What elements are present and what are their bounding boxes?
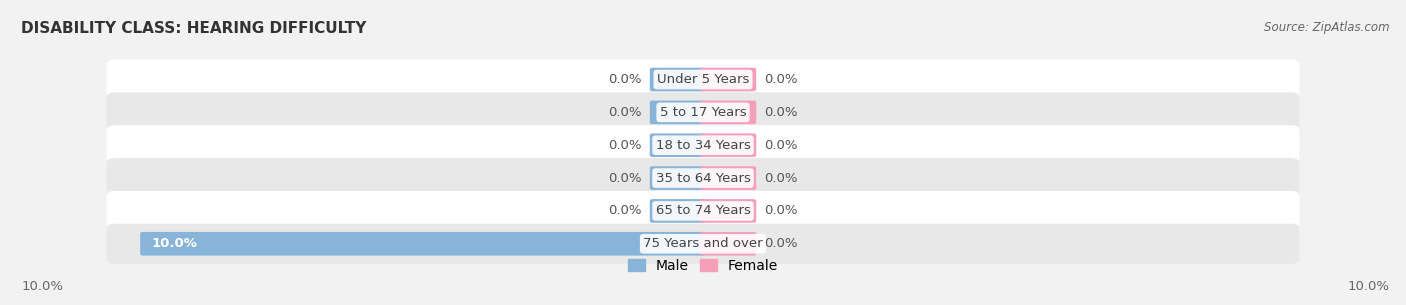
- FancyBboxPatch shape: [107, 92, 1299, 132]
- FancyBboxPatch shape: [650, 199, 706, 223]
- FancyBboxPatch shape: [141, 232, 706, 256]
- Text: 0.0%: 0.0%: [607, 172, 641, 185]
- Text: 18 to 34 Years: 18 to 34 Years: [655, 139, 751, 152]
- Text: 10.0%: 10.0%: [1347, 280, 1389, 293]
- FancyBboxPatch shape: [650, 68, 706, 92]
- Text: 0.0%: 0.0%: [607, 204, 641, 217]
- Text: 0.0%: 0.0%: [765, 204, 799, 217]
- FancyBboxPatch shape: [700, 199, 756, 223]
- Legend: Male, Female: Male, Female: [623, 253, 783, 278]
- Text: 0.0%: 0.0%: [765, 237, 799, 250]
- FancyBboxPatch shape: [700, 133, 756, 157]
- Text: 35 to 64 Years: 35 to 64 Years: [655, 172, 751, 185]
- Text: 0.0%: 0.0%: [765, 106, 799, 119]
- Text: Source: ZipAtlas.com: Source: ZipAtlas.com: [1264, 21, 1389, 34]
- FancyBboxPatch shape: [650, 101, 706, 124]
- FancyBboxPatch shape: [700, 166, 756, 190]
- FancyBboxPatch shape: [107, 158, 1299, 198]
- FancyBboxPatch shape: [700, 101, 756, 124]
- FancyBboxPatch shape: [650, 166, 706, 190]
- Text: 10.0%: 10.0%: [152, 237, 197, 250]
- Text: DISABILITY CLASS: HEARING DIFFICULTY: DISABILITY CLASS: HEARING DIFFICULTY: [21, 21, 367, 36]
- Text: 0.0%: 0.0%: [607, 73, 641, 86]
- Text: 75 Years and over: 75 Years and over: [643, 237, 763, 250]
- FancyBboxPatch shape: [107, 224, 1299, 264]
- Text: 0.0%: 0.0%: [765, 139, 799, 152]
- Text: 0.0%: 0.0%: [607, 139, 641, 152]
- Text: 0.0%: 0.0%: [607, 106, 641, 119]
- Text: 0.0%: 0.0%: [765, 73, 799, 86]
- FancyBboxPatch shape: [107, 191, 1299, 231]
- Text: 10.0%: 10.0%: [21, 280, 63, 293]
- FancyBboxPatch shape: [650, 133, 706, 157]
- FancyBboxPatch shape: [107, 125, 1299, 165]
- Text: 5 to 17 Years: 5 to 17 Years: [659, 106, 747, 119]
- Text: 65 to 74 Years: 65 to 74 Years: [655, 204, 751, 217]
- FancyBboxPatch shape: [700, 232, 756, 256]
- FancyBboxPatch shape: [107, 59, 1299, 99]
- Text: 0.0%: 0.0%: [765, 172, 799, 185]
- Text: Under 5 Years: Under 5 Years: [657, 73, 749, 86]
- FancyBboxPatch shape: [700, 68, 756, 92]
